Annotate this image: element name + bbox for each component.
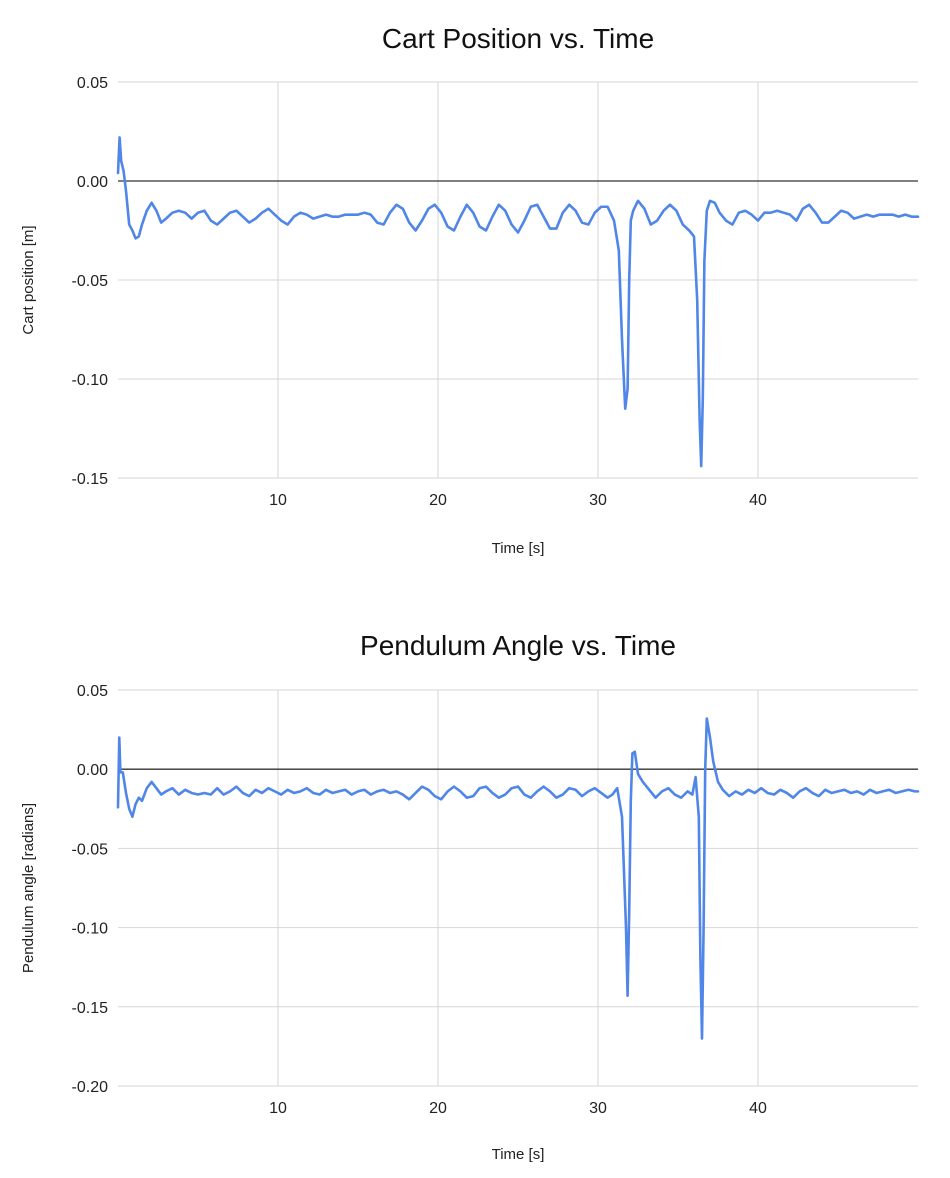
y-tick-label: -0.05 xyxy=(72,273,109,290)
y-tick-label: 0.00 xyxy=(77,174,108,191)
chart-title: Cart Position vs. Time xyxy=(382,23,654,54)
x-tick-label: 40 xyxy=(749,492,767,509)
x-tick-label: 30 xyxy=(589,1100,607,1117)
y-tick-label: -0.10 xyxy=(72,921,109,938)
series-line xyxy=(116,136,920,468)
x-tick-label: 20 xyxy=(429,492,447,509)
y-tick-label: -0.05 xyxy=(72,841,109,858)
x-tick-label: 30 xyxy=(589,492,607,509)
cart-position-chart: Cart Position vs. Time 0.05 0.00 -0.05 -0.10… xyxy=(20,23,920,557)
x-axis-label: Time [s] xyxy=(492,540,545,557)
y-axis-label: Cart position [m] xyxy=(20,225,37,334)
x-axis-label: Time [s] xyxy=(492,1146,545,1163)
chart-title: Pendulum Angle vs. Time xyxy=(360,630,676,661)
pendulum-angle-chart: Pendulum Angle vs. Time 0.05 0.00 -0.05 -0.1… xyxy=(20,630,920,1163)
y-tick-label: -0.10 xyxy=(72,372,109,389)
y-axis-label: Pendulum angle [radians] xyxy=(20,803,37,973)
x-tick-label: 10 xyxy=(269,492,287,509)
y-tick-label: -0.15 xyxy=(72,471,109,488)
y-tick-label: -0.20 xyxy=(72,1079,109,1096)
y-tick-label: 0.05 xyxy=(77,75,108,92)
x-tick-label: 20 xyxy=(429,1100,447,1117)
y-tick-label: 0.05 xyxy=(77,683,108,700)
y-tick-label: 0.00 xyxy=(77,762,108,779)
x-tick-label: 10 xyxy=(269,1100,287,1117)
series-line xyxy=(116,717,920,1040)
y-tick-label: -0.15 xyxy=(72,1000,109,1017)
x-tick-label: 40 xyxy=(749,1100,767,1117)
